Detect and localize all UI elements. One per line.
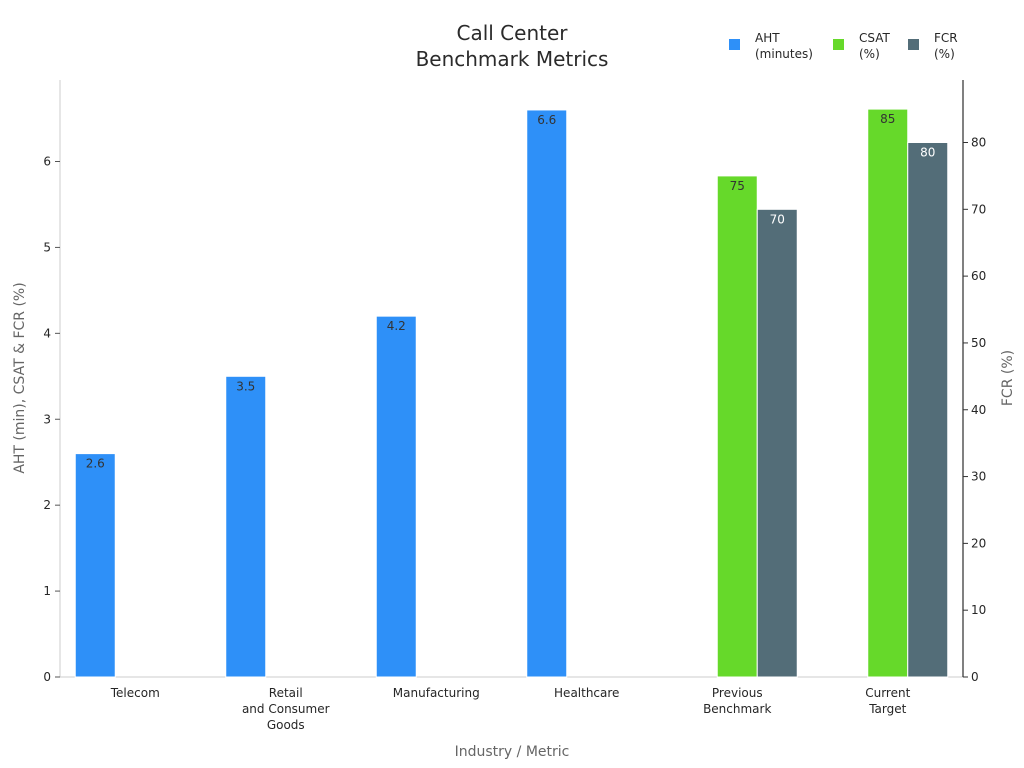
bar — [526, 109, 568, 678]
right-tick-label: 0 — [971, 670, 979, 684]
left-tick-label: 5 — [43, 240, 51, 254]
bar — [74, 453, 116, 678]
bar-data-label: 6.6 — [537, 113, 556, 127]
bar-data-label: 3.5 — [236, 379, 255, 393]
legend-label: AHT (minutes) — [755, 31, 813, 61]
legend-swatch — [833, 39, 844, 50]
bar — [375, 315, 417, 678]
right-tick-label: 40 — [971, 403, 986, 417]
bar-data-label: 70 — [770, 212, 785, 226]
left-tick-label: 4 — [43, 326, 51, 340]
left-tick-label: 0 — [43, 670, 51, 684]
x-tick-label: Current Target — [865, 686, 910, 716]
right-tick-label: 80 — [971, 136, 986, 150]
bar — [225, 375, 267, 678]
bar — [867, 108, 909, 678]
bar-data-label: 4.2 — [387, 319, 406, 333]
left-tick-label: 3 — [43, 412, 51, 426]
x-axis-title: Industry / Metric — [455, 744, 570, 760]
legend-label: CSAT (%) — [859, 31, 890, 61]
y-axis-left-title: AHT (min), CSAT & FCR (%) — [12, 282, 28, 473]
x-tick-label: Manufacturing — [393, 686, 480, 700]
legend: AHT (minutes) CSAT (%) FCR (%) — [729, 31, 958, 61]
left-tick-label: 1 — [43, 584, 51, 598]
right-tick-label: 50 — [971, 336, 986, 350]
left-tick-label: 2 — [43, 498, 51, 512]
bar-data-label: 75 — [730, 179, 745, 193]
right-tick-label: 10 — [971, 603, 986, 617]
bar-data-label: 85 — [880, 112, 895, 126]
legend-label: FCR (%) — [934, 31, 958, 61]
bar — [756, 208, 798, 678]
chart-title-line: Benchmark Metrics — [416, 47, 609, 71]
right-tick-label: 30 — [971, 470, 986, 484]
legend-swatch — [729, 39, 740, 50]
x-tick-label: Retail and Consumer Goods — [242, 686, 330, 732]
chart-title-line: Call Center — [456, 21, 568, 45]
right-tick-label: 60 — [971, 269, 986, 283]
legend-swatch — [908, 39, 919, 50]
bar-data-label: 80 — [920, 146, 935, 160]
right-tick-label: 70 — [971, 202, 986, 216]
x-tick-label: Telecom — [110, 686, 160, 700]
right-tick-label: 20 — [971, 536, 986, 550]
y-axis-right-title: FCR (%) — [1000, 350, 1016, 406]
bar — [716, 175, 758, 678]
bar-data-label: 2.6 — [86, 457, 105, 471]
bar — [907, 142, 949, 678]
bars: 2.6 3.5 4.2 6.6 75 85 70 80 — [74, 108, 949, 678]
x-tick-label: Previous Benchmark — [703, 686, 771, 716]
left-tick-label: 6 — [43, 155, 51, 169]
x-tick-label: Healthcare — [554, 686, 619, 700]
